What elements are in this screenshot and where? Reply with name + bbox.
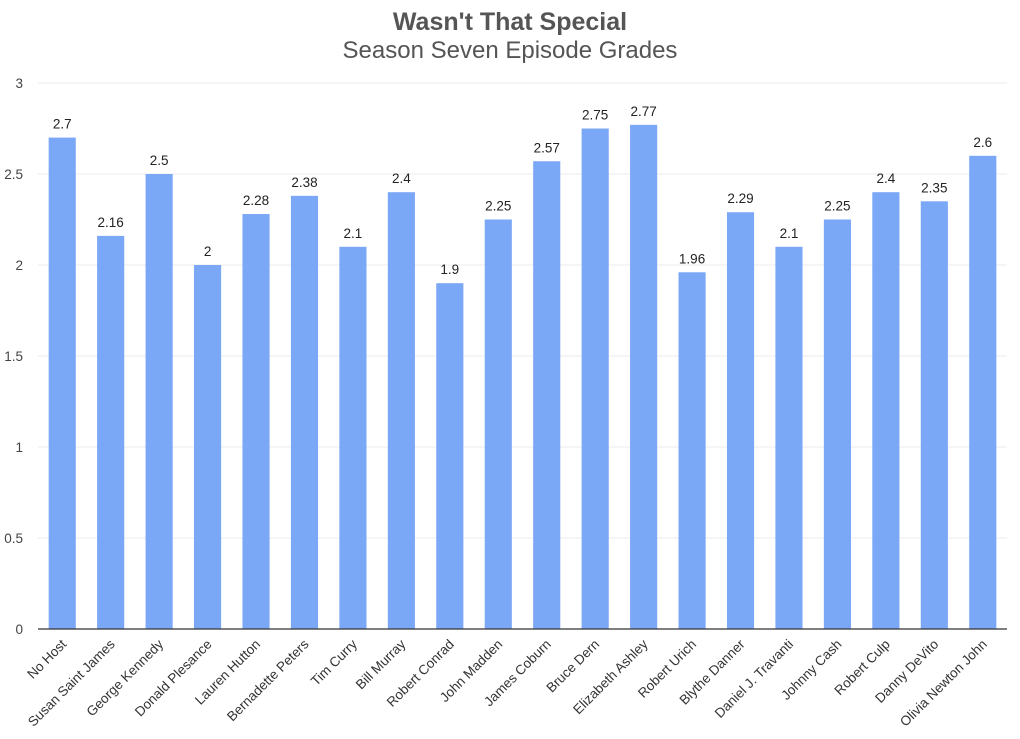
bar: [339, 246, 367, 630]
bar: [920, 201, 948, 630]
y-tick-label: 1.5: [4, 349, 23, 364]
y-tick-label: 1: [15, 440, 23, 455]
y-tick-label: 0.5: [4, 531, 23, 546]
x-tick-label: Olivia Newton John: [897, 637, 990, 730]
data-label: 2.77: [630, 104, 656, 119]
y-tick-label: 0: [15, 622, 23, 637]
bar: [290, 195, 319, 629]
data-label: 2.4: [876, 171, 895, 186]
data-label: 2.75: [582, 108, 608, 123]
x-tick-label: No Host: [24, 636, 69, 681]
chart-subtitle: Season Seven Episode Grades: [342, 37, 678, 64]
x-tick-label: Susan Saint James: [25, 636, 118, 729]
data-label: 2.1: [780, 226, 799, 241]
data-label: 2.28: [243, 193, 269, 208]
y-tick-label: 2: [15, 258, 23, 273]
data-label: 2.16: [98, 215, 124, 230]
bar: [48, 137, 76, 629]
bar: [97, 235, 125, 629]
data-label: 2.38: [291, 175, 317, 190]
y-tick-label: 3: [15, 76, 23, 91]
bar: [436, 283, 464, 629]
data-label: 2.57: [534, 140, 560, 155]
bar: [872, 192, 900, 629]
data-label: 2.5: [150, 153, 169, 168]
data-label: 2.35: [921, 180, 947, 195]
bar: [969, 155, 997, 630]
bar: [823, 219, 851, 629]
x-tick-label: Bernadette Peters: [224, 636, 312, 724]
data-label: 2.25: [485, 199, 511, 214]
data-label: 1.96: [679, 251, 705, 266]
bar: [775, 246, 803, 630]
bar: [581, 128, 609, 629]
bar: [630, 124, 658, 630]
bar: [726, 212, 755, 629]
data-label: 2.1: [344, 226, 363, 241]
bar: [194, 265, 222, 629]
data-label: 2.4: [392, 171, 411, 186]
data-label: 2.7: [53, 117, 72, 132]
data-label: 2.6: [973, 135, 992, 150]
data-label: 2.25: [824, 199, 850, 214]
data-label: 2: [204, 244, 212, 259]
data-label: 1.9: [440, 262, 459, 277]
data-label: 2.29: [727, 191, 753, 206]
bar: [242, 214, 270, 630]
bar: [484, 219, 512, 629]
bar: [145, 174, 173, 629]
bar: [387, 192, 415, 629]
y-tick-label: 2.5: [4, 167, 23, 182]
bar: [678, 272, 706, 629]
chart-title: Wasn't That Special: [392, 8, 628, 36]
bar: [533, 161, 561, 629]
